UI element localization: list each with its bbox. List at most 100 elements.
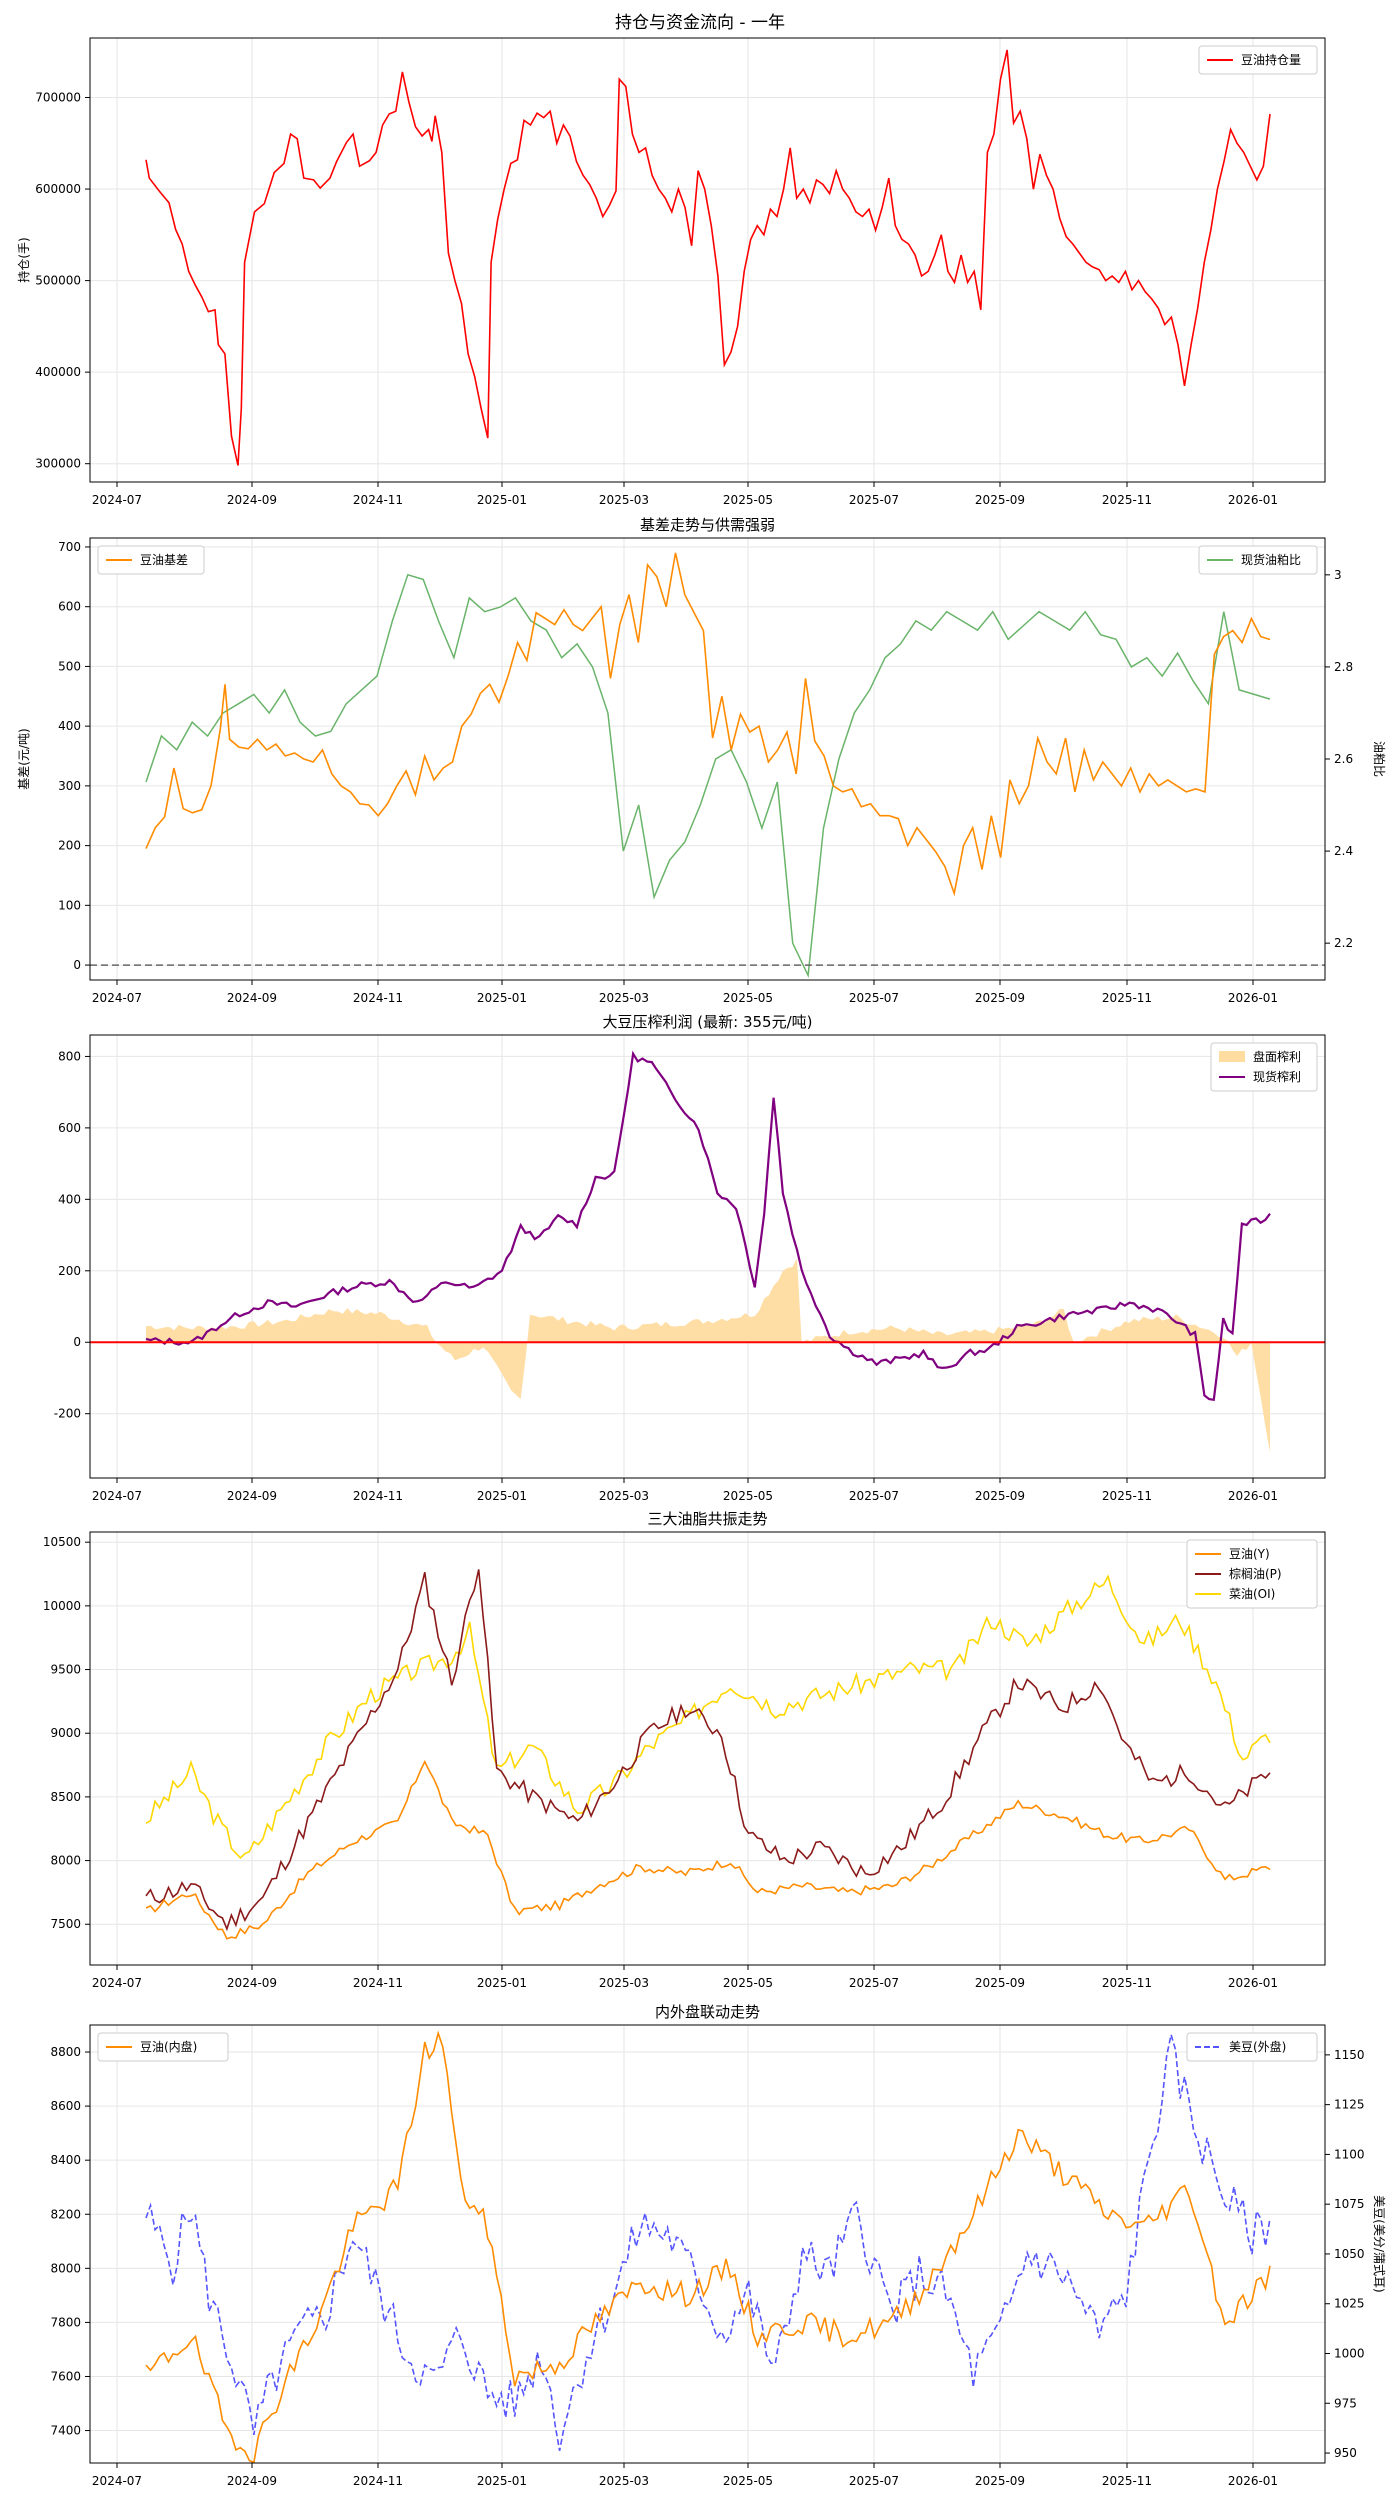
y-tick-label: 10500 xyxy=(43,1535,81,1549)
x-tick-label: 2026-01 xyxy=(1228,1976,1278,1990)
y-tick-label: 7600 xyxy=(50,2369,81,2383)
axes-frame xyxy=(89,1034,1326,1479)
x-tick-label: 2025-11 xyxy=(1102,2474,1152,2488)
panel-basis: 0 100 200 300 400 500 600 700 2024-07 2024-09 2024… xyxy=(17,516,1387,1005)
panel-title: 基差走势与供需强弱 xyxy=(640,516,775,534)
x-tick-label: 2025-11 xyxy=(1102,991,1152,1005)
y-axis-label: 持仓(手) xyxy=(16,237,31,282)
y-tick-label: 10000 xyxy=(43,1599,81,1613)
y-tick-label: 700000 xyxy=(35,91,81,105)
y-tick-label: 8500 xyxy=(50,1790,81,1804)
x-tick-label: 2025-01 xyxy=(477,991,527,1005)
series-line-palm-oil xyxy=(145,1569,1271,1932)
panel-domestic-foreign: 7400 7600 7800 8000 8200 8400 8600 8800 2024-07 2… xyxy=(50,2003,1386,2488)
x-tick-label: 2024-07 xyxy=(92,1489,142,1503)
y-right-tick-label: 3 xyxy=(1334,568,1342,582)
y-tick-label: 7800 xyxy=(50,2315,81,2329)
y-tick-label: 200 xyxy=(58,1264,81,1278)
x-tick-label: 2026-01 xyxy=(1228,1489,1278,1503)
y-tick-label: 0 xyxy=(73,958,81,972)
y-tick-label: 7500 xyxy=(50,1917,81,1931)
x-tick-label: 2025-09 xyxy=(975,493,1025,507)
x-tick-label: 2025-05 xyxy=(723,1489,773,1503)
x-tick-label: 2025-03 xyxy=(599,991,649,1005)
y-tick-label: 700 xyxy=(58,540,81,554)
axes-frame xyxy=(89,537,1326,981)
y-tick-label: 8200 xyxy=(50,2207,81,2221)
x-tick-label: 2025-05 xyxy=(723,991,773,1005)
x-tick-label: 2025-03 xyxy=(599,1489,649,1503)
x-tick-label: 2025-01 xyxy=(477,2474,527,2488)
x-tick-label: 2024-09 xyxy=(227,991,277,1005)
x-tick-label: 2025-11 xyxy=(1102,1489,1152,1503)
legend-label: 豆油(内盘) xyxy=(140,2039,197,2054)
legend-box xyxy=(97,2032,229,2062)
x-tick-label: 2025-03 xyxy=(599,1976,649,1990)
x-tick-label: 2025-03 xyxy=(599,2474,649,2488)
y-right-tick-label: 1075 xyxy=(1334,2197,1365,2211)
x-tick-label: 2024-07 xyxy=(92,2474,142,2488)
y-right-tick-label: 1100 xyxy=(1334,2147,1365,2161)
y-tick-label: 500 xyxy=(58,659,81,673)
y-right-tick-label: 975 xyxy=(1334,2396,1357,2410)
y-tick-label: 8600 xyxy=(50,2099,81,2113)
y-right-tick-label: 1050 xyxy=(1334,2247,1365,2261)
y-tick-label: 8000 xyxy=(50,2261,81,2275)
legend-box xyxy=(97,545,205,575)
figure-title: 持仓与资金流向 - 一年 xyxy=(615,13,785,33)
y-tick-label: 600 xyxy=(58,600,81,614)
y-tick-label: 600000 xyxy=(35,182,81,196)
x-tick-label: 2025-11 xyxy=(1102,493,1152,507)
series-line-oil-meal-ratio xyxy=(145,573,1271,979)
x-tick-label: 2025-07 xyxy=(849,1976,899,1990)
series-line-us-soybeans xyxy=(145,2034,1271,2451)
panel-title: 内外盘联动走势 xyxy=(655,2003,760,2021)
y-tick-label: 8800 xyxy=(50,2045,81,2059)
panel-three-oils: 7500 8000 8500 9000 9500 10000 10500 2024-07 202… xyxy=(43,1510,1326,1990)
y-right-tick-label: 1025 xyxy=(1334,2297,1365,2311)
legend-label: 菜油(OI) xyxy=(1229,1587,1275,1601)
x-tick-label: 2026-01 xyxy=(1228,2474,1278,2488)
y-right-tick-label: 2.8 xyxy=(1334,660,1353,674)
x-tick-label: 2025-03 xyxy=(599,493,649,507)
legend-label: 美豆(外盘) xyxy=(1229,2039,1286,2054)
y-tick-label: 600 xyxy=(58,1121,81,1135)
series-line-rapeseed-oil xyxy=(145,1574,1271,1860)
y-tick-label: 400 xyxy=(58,719,81,733)
x-tick-label: 2025-01 xyxy=(477,493,527,507)
y-right-axis-label: 美豆(美分/蒲式耳) xyxy=(1372,2195,1386,2292)
x-tick-label: 2024-11 xyxy=(353,1976,403,1990)
y-tick-label: 200 xyxy=(58,839,81,853)
y-right-tick-label: 2.6 xyxy=(1334,752,1353,766)
y-right-tick-label: 2.2 xyxy=(1334,936,1353,950)
y-right-tick-label: 1125 xyxy=(1334,2098,1365,2112)
x-tick-label: 2025-09 xyxy=(975,991,1025,1005)
x-tick-label: 2024-11 xyxy=(353,493,403,507)
y-right-tick-label: 1150 xyxy=(1334,2048,1365,2062)
x-tick-label: 2024-09 xyxy=(227,1489,277,1503)
legend-label: 棕榈油(P) xyxy=(1229,1566,1282,1581)
y-tick-label: 7400 xyxy=(50,2424,81,2438)
y-tick-label: 9500 xyxy=(50,1663,81,1677)
y-axis-label: 基差(元/吨) xyxy=(17,728,31,789)
legend-box xyxy=(1198,45,1318,75)
panel-crush-margin: -200 0 200 400 600 800 2024-07 2024-09 2024-11 20… xyxy=(54,1013,1326,1503)
series-line-soybean-oil xyxy=(145,1759,1271,1940)
y-tick-label: 8400 xyxy=(50,2153,81,2167)
y-tick-label: 300 xyxy=(58,779,81,793)
x-tick-label: 2026-01 xyxy=(1228,493,1278,507)
x-tick-label: 2025-07 xyxy=(849,493,899,507)
axes-frame xyxy=(89,2024,1326,2464)
y-tick-label: 100 xyxy=(58,898,81,912)
legend-swatch xyxy=(1219,1051,1245,1062)
x-tick-label: 2025-07 xyxy=(849,2474,899,2488)
x-tick-label: 2024-11 xyxy=(353,991,403,1005)
y-tick-label: 9000 xyxy=(50,1726,81,1740)
x-tick-label: 2025-01 xyxy=(477,1976,527,1990)
x-tick-label: 2025-09 xyxy=(975,1489,1025,1503)
panel-positions: 300000 400000 500000 600000 700000 2024-07 202… xyxy=(16,37,1326,507)
x-tick-label: 2025-09 xyxy=(975,1976,1025,1990)
x-tick-label: 2024-09 xyxy=(227,493,277,507)
x-tick-label: 2024-07 xyxy=(92,1976,142,1990)
